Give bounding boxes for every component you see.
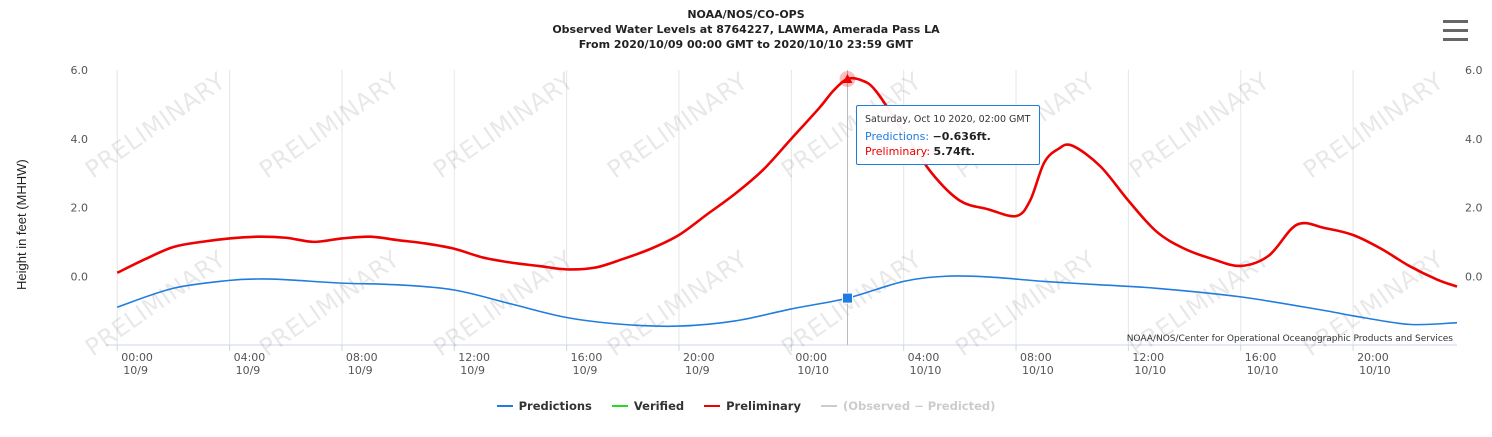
y-tick-label-left: 6.0 (71, 64, 89, 77)
tooltip-predictions-value: −0.636ft. (932, 130, 991, 143)
x-tick-label-time: 20:00 (683, 351, 715, 364)
tooltip-predictions-label: Predictions: (865, 130, 930, 143)
watermark-text: PRELIMINARY (80, 67, 231, 184)
watermark-text: PRELIMINARY (80, 245, 231, 362)
hamburger-menu-icon[interactable] (1440, 18, 1470, 44)
watermark-group: PRELIMINARY PRELIMINARY PRELIMINARY PRELIMI… (80, 67, 1449, 362)
legend-line-swatch (611, 405, 628, 407)
watermark-text: PRELIMINARY (254, 245, 405, 362)
tooltip-date: Saturday, Oct 10 2020, 02:00 GMT (865, 114, 1031, 125)
watermark-text: PRELIMINARY (1298, 67, 1449, 184)
legend-line-swatch (820, 405, 837, 407)
x-tick-label-time: 00:00 (121, 351, 153, 364)
y-tick-label-left: 2.0 (71, 202, 89, 215)
x-tick-label-date: 10/10 (797, 364, 829, 377)
x-tick-label-time: 08:00 (1020, 351, 1052, 364)
legend-item[interactable]: Verified (611, 399, 685, 413)
x-tick-label-date: 10/9 (460, 364, 485, 377)
legend-label: Verified (633, 399, 685, 413)
series-line-preliminary (116, 76, 1458, 288)
x-tick-label-time: 16:00 (1245, 351, 1277, 364)
y-tick-label-right: 0.0 (1465, 270, 1483, 283)
y-tick-label-left: 0.0 (71, 270, 89, 283)
y-tick-label-right: 6.0 (1465, 64, 1483, 77)
watermark-text: PRELIMINARY (1124, 67, 1275, 184)
hover-tooltip: Saturday, Oct 10 2020, 02:00 GMT Predict… (856, 105, 1040, 165)
y-tick-label-right: 2.0 (1465, 202, 1483, 215)
x-tick-label-date: 10/10 (1359, 364, 1391, 377)
x-tick-label-time: 08:00 (346, 351, 378, 364)
x-tick-label-time: 04:00 (234, 351, 266, 364)
tooltip-preliminary-label: Preliminary: (865, 145, 931, 158)
x-tick-label-date: 10/10 (910, 364, 942, 377)
x-tick-label-time: 12:00 (1132, 351, 1164, 364)
legend-item[interactable]: (Observed − Predicted) (820, 399, 996, 413)
tooltip-preliminary-value: 5.74ft. (933, 145, 975, 158)
watermark-text: PRELIMINARY (602, 245, 753, 362)
x-tick-label-time: 04:00 (908, 351, 940, 364)
legend-label: (Observed − Predicted) (842, 399, 996, 413)
watermark-text: PRELIMINARY (428, 67, 579, 184)
x-tick-label-date: 10/9 (123, 364, 148, 377)
x-tick-label-date: 10/9 (236, 364, 261, 377)
chart-title-block: NOAA/NOS/CO-OPS Observed Water Levels at… (0, 7, 1492, 52)
legend-line-swatch (704, 405, 721, 407)
series-line-predictions (116, 275, 1458, 328)
watermark-text: PRELIMINARY (1298, 245, 1449, 362)
chart-title-station: Observed Water Levels at 8764227, LAWMA,… (552, 23, 940, 36)
legend-label: Preliminary (726, 399, 801, 413)
x-tick-label-date: 10/10 (1022, 364, 1054, 377)
x-tick-label-time: 00:00 (795, 351, 827, 364)
y-tick-label-right: 4.0 (1465, 133, 1483, 146)
x-tick-label-time: 12:00 (458, 351, 490, 364)
x-tick-label-date: 10/9 (685, 364, 710, 377)
x-tick-label-date: 10/10 (1247, 364, 1279, 377)
x-tick-label-date: 10/9 (573, 364, 598, 377)
chart-title-agency: NOAA/NOS/CO-OPS (687, 8, 805, 21)
x-tick-label-date: 10/10 (1134, 364, 1166, 377)
legend-line-swatch (496, 405, 513, 407)
predictions-hover-marker (842, 292, 854, 304)
watermark-text: PRELIMINARY (602, 67, 753, 184)
credit-text: NOAA/NOS/Center for Operational Oceanogr… (1127, 334, 1454, 344)
x-tick-label-time: 16:00 (571, 351, 603, 364)
watermark-text: PRELIMINARY (1124, 245, 1275, 362)
legend-item[interactable]: Predictions (496, 399, 592, 413)
watermark-text: PRELIMINARY (254, 67, 405, 184)
legend-item[interactable]: Preliminary (704, 399, 801, 413)
preliminary-hover-marker (842, 73, 853, 83)
watermark-text: PRELIMINARY (950, 245, 1101, 362)
y-tick-label-left: 4.0 (71, 133, 89, 146)
x-tick-label-date: 10/9 (348, 364, 373, 377)
chart-title-range: From 2020/10/09 00:00 GMT to 2020/10/10 … (578, 38, 914, 51)
x-tick-label-time: 20:00 (1357, 351, 1389, 364)
chart-legend: Predictions Verified Preliminary (Observed … (0, 399, 1492, 413)
legend-label: Predictions (518, 399, 592, 413)
